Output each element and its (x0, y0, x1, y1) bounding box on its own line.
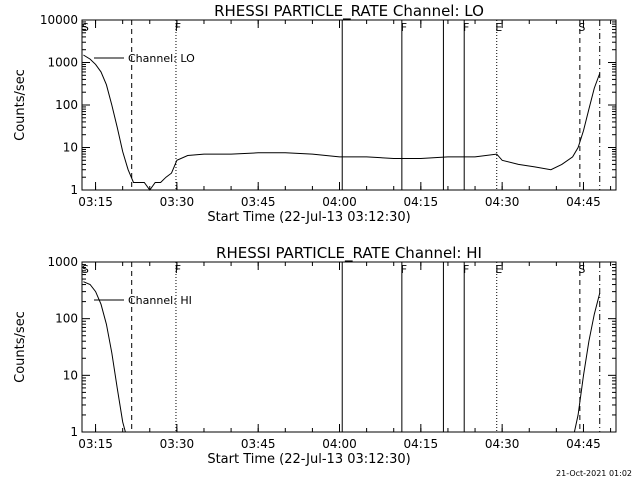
event-marker-label: S (82, 263, 89, 276)
x-axis-label: Start Time (22-Jul-13 03:12:30) (207, 452, 410, 467)
y-tick-label: 1000 (47, 255, 78, 269)
x-tick-label: 04:45 (566, 195, 601, 209)
series-line (573, 293, 601, 433)
x-tick-label: 03:15 (78, 437, 113, 451)
y-tick-label: 100 (55, 98, 78, 112)
plot-frame (81, 19, 617, 191)
series-line (83, 54, 601, 191)
y-tick-label: 1 (70, 183, 78, 197)
x-axis-label: Start Time (22-Jul-13 03:12:30) (207, 210, 410, 225)
y-axis-label: Counts/sec (13, 69, 28, 141)
x-tick-label: 04:30 (485, 195, 520, 209)
x-tick-label: 04:45 (566, 437, 601, 451)
series-line (83, 281, 126, 433)
y-tick-label: 10 (63, 368, 78, 382)
x-tick-label: 04:15 (404, 437, 439, 451)
x-tick-label: 03:45 (241, 195, 276, 209)
footer-date: 21-Oct-2021 01:02 (556, 469, 632, 478)
y-tick-label: 10 (63, 141, 78, 155)
chart-title: RHESSI PARTICLE_RATE Channel: LO (214, 2, 484, 21)
event-marker-label: S (578, 21, 585, 34)
x-tick-label: 04:30 (485, 437, 520, 451)
event-marker-label: S (578, 263, 585, 276)
x-tick-label: 03:30 (160, 437, 195, 451)
event-marker-label: F (401, 21, 407, 34)
y-tick-label: 1000 (47, 56, 78, 70)
chart-title: RHESSI PARTICLE_RATE Channel: HI (216, 244, 482, 263)
x-tick-label: 04:00 (322, 437, 357, 451)
y-axis-label: Counts/sec (13, 311, 28, 383)
event-marker-label: E (495, 21, 502, 34)
x-tick-label: 04:00 (322, 195, 357, 209)
legend-entry: Channel: LO (128, 52, 195, 65)
x-tick-label: 04:15 (404, 195, 439, 209)
x-tick-label: 03:45 (241, 437, 276, 451)
event-marker-label: F (175, 263, 181, 276)
event-marker-label: F (463, 21, 469, 34)
legend-entry: Channel: HI (128, 294, 192, 307)
event-marker-label: S (82, 21, 89, 34)
x-tick-label: 03:30 (160, 195, 195, 209)
y-tick-label: 1 (70, 425, 78, 439)
x-tick-label: 03:15 (78, 195, 113, 209)
event-marker-label: E (495, 263, 502, 276)
y-tick-label: 100 (55, 312, 78, 326)
event-marker-label: F (175, 21, 181, 34)
plot-frame (81, 261, 617, 433)
event-marker-label: F (401, 263, 407, 276)
event-marker-label: F (463, 263, 469, 276)
y-tick-label: 10000 (40, 13, 78, 27)
